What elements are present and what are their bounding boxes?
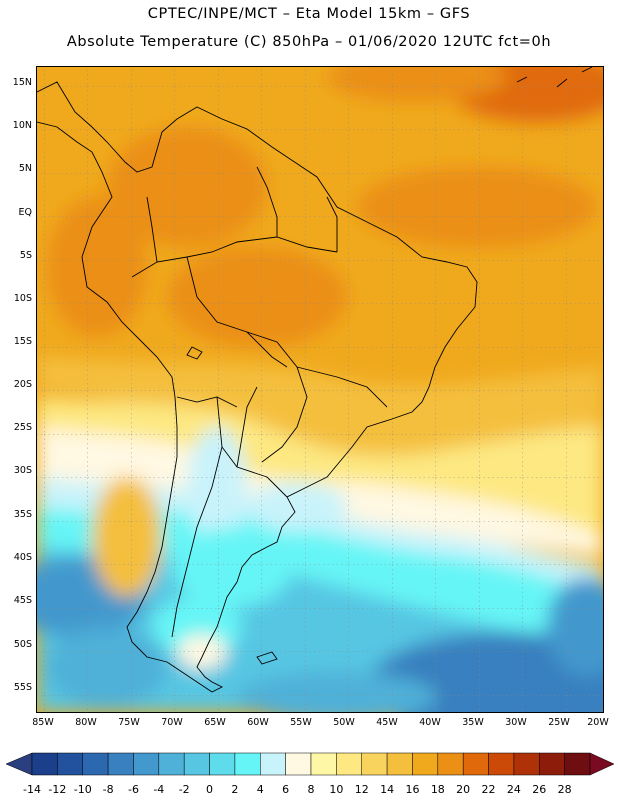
lat-label: 40S — [13, 552, 32, 563]
colorbar-swatch — [386, 752, 413, 776]
colorbar-swatch — [107, 752, 134, 776]
lat-label: 45S — [13, 595, 32, 606]
colorbar-tick-label: 8 — [307, 783, 315, 796]
colorbar-swatch — [513, 752, 540, 776]
colorbar-tick-label: -4 — [153, 783, 165, 796]
lon-label: 45W — [376, 717, 398, 728]
colorbar — [5, 752, 615, 776]
colorbar-swatch — [82, 752, 109, 776]
colorbar-tick-label: -14 — [23, 783, 41, 796]
country-borders — [131, 166, 388, 638]
colorbar-swatch — [158, 752, 185, 776]
coastlines — [37, 67, 593, 693]
chart-subtitle: Absolute Temperature (C) 850hPa – 01/06/… — [66, 34, 552, 50]
colorbar-over-arrow — [589, 752, 615, 776]
colorbar-swatch — [437, 752, 464, 776]
lat-label: EQ — [18, 207, 32, 218]
colorbar-swatch — [539, 752, 565, 776]
lat-label: 15N — [12, 77, 32, 88]
colorbar-tick-label: 14 — [380, 783, 395, 796]
temperature-map — [37, 67, 603, 712]
lon-label: 35W — [462, 717, 484, 728]
falkland-islands — [256, 651, 278, 665]
colorbar-tick-label: 10 — [329, 783, 344, 796]
gridlines — [37, 67, 603, 712]
colorbar-swatch — [57, 752, 83, 776]
colorbar-tick-label: 20 — [456, 783, 471, 796]
colorbar-swatch — [462, 752, 489, 776]
lon-label: 60W — [247, 717, 269, 728]
colorbar-swatch — [234, 752, 261, 776]
lon-label: 40W — [419, 717, 441, 728]
colorbar-swatch — [412, 752, 439, 776]
lat-label: 25S — [13, 422, 32, 433]
colorbar-tick-label: -2 — [178, 783, 190, 796]
lat-label: 15S — [13, 336, 32, 347]
colorbar-swatch — [361, 752, 388, 776]
lon-label: 70W — [161, 717, 183, 728]
lon-label: 50W — [333, 717, 355, 728]
colorbar-swatch — [336, 752, 362, 776]
colorbar-tick-label: 0 — [206, 783, 214, 796]
colorbar-tick-label: 16 — [405, 783, 420, 796]
lat-label: 55S — [13, 682, 32, 693]
colorbar-under-arrow — [5, 752, 33, 776]
lat-label: 5S — [19, 250, 32, 261]
colorbar-swatch — [260, 752, 286, 776]
lat-label: 20S — [13, 379, 32, 390]
lon-label: 80W — [75, 717, 97, 728]
lat-label: 10N — [12, 120, 32, 131]
lon-label: 55W — [290, 717, 312, 728]
colorbar-swatch — [310, 752, 337, 776]
colorbar-swatch — [133, 752, 160, 776]
colorbar-tick-label: 12 — [354, 783, 369, 796]
lat-label: 5N — [18, 163, 32, 174]
lat-label: 30S — [13, 465, 32, 476]
colorbar-tick-label: 24 — [506, 783, 521, 796]
lat-label: 10S — [13, 293, 32, 304]
lat-label: 50S — [13, 639, 32, 650]
colorbar-tick-label: 18 — [430, 783, 445, 796]
colorbar-tick-label: 28 — [557, 783, 572, 796]
map-panel — [36, 66, 604, 713]
colorbar-swatch — [285, 752, 312, 776]
colorbar-tick-label: 22 — [481, 783, 496, 796]
lake-titicaca — [186, 346, 203, 360]
colorbar-tick-label: 2 — [231, 783, 239, 796]
lon-label: 20W — [587, 717, 609, 728]
lat-label: 35S — [13, 509, 32, 520]
colorbar-tick-label: 26 — [532, 783, 547, 796]
lon-label: 25W — [548, 717, 570, 728]
chart-title: CPTEC/INPE/MCT – Eta Model 15km – GFS — [147, 6, 471, 22]
colorbar-tick-label: 6 — [282, 783, 290, 796]
lon-label: 30W — [505, 717, 527, 728]
colorbar-swatch — [488, 752, 515, 776]
lon-label: 75W — [118, 717, 140, 728]
colorbar-tick-label: -10 — [73, 783, 92, 796]
colorbar-tick-label: -12 — [48, 783, 67, 796]
colorbar-swatch — [31, 752, 58, 776]
caribbean-islands — [516, 67, 593, 88]
lon-label: 65W — [204, 717, 226, 728]
south-america-coastline — [37, 81, 478, 693]
colorbar-tick-label: -8 — [102, 783, 114, 796]
lon-label: 85W — [32, 717, 54, 728]
colorbar-tick-label: -6 — [127, 783, 139, 796]
colorbar-swatch — [183, 752, 210, 776]
colorbar-swatch — [209, 752, 236, 776]
colorbar-tick-label: 4 — [256, 783, 264, 796]
colorbar-swatch — [564, 752, 591, 776]
